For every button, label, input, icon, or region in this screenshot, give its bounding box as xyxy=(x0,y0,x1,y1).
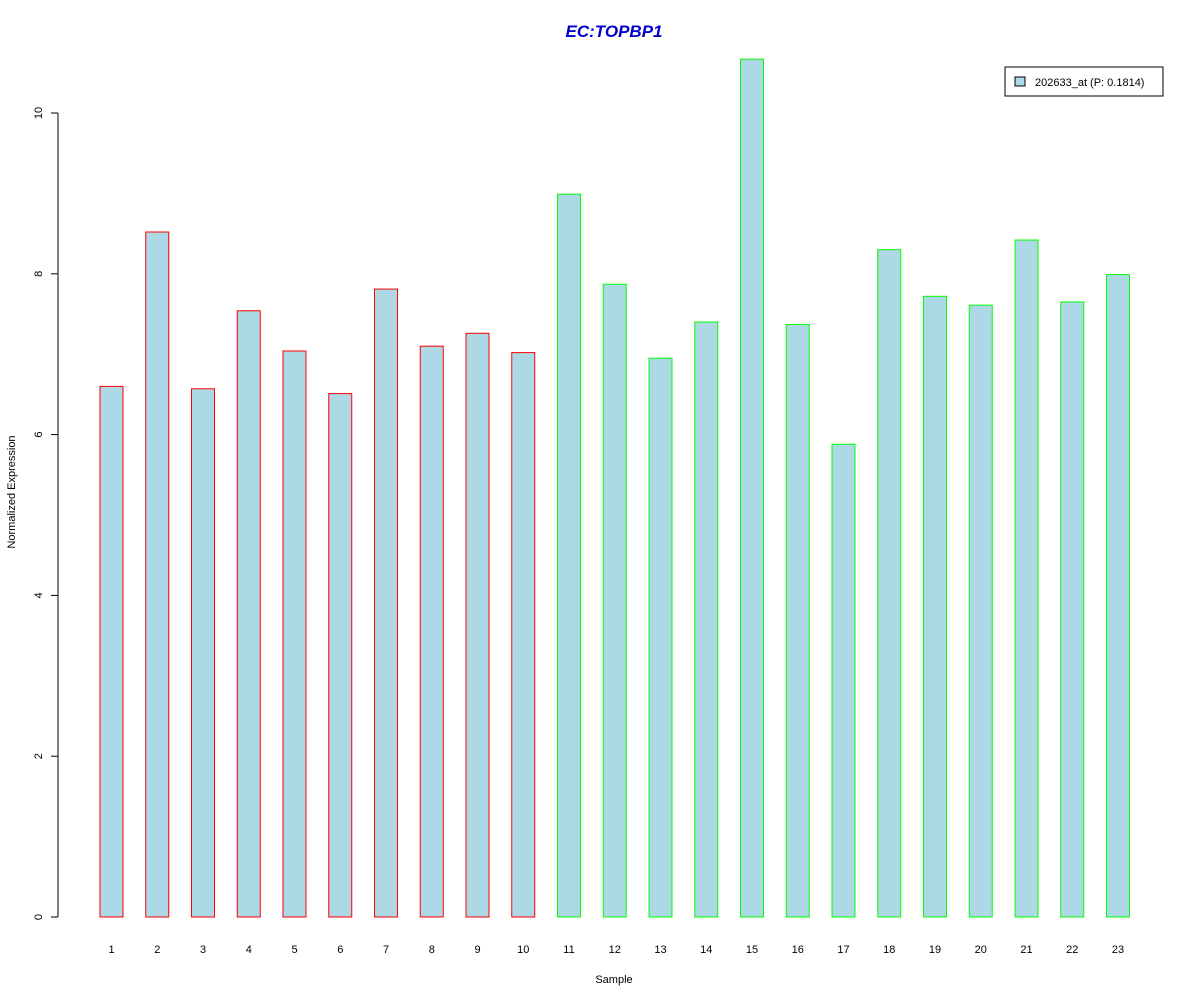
x-tick-label: 4 xyxy=(246,944,252,956)
y-axis: 0 2 4 6 8 10 xyxy=(33,107,59,920)
bar-sample-13 xyxy=(648,357,673,918)
y-tick-label: 4 xyxy=(33,592,45,598)
bar-sample-2 xyxy=(145,231,170,918)
y-tick-label: 8 xyxy=(33,271,45,277)
chart-title: EC:TOPBP1 xyxy=(566,22,663,41)
x-tick-label: 16 xyxy=(792,944,804,956)
bar-sample-6 xyxy=(328,393,353,918)
x-tick-label: 10 xyxy=(517,944,529,956)
bar-sample-21 xyxy=(1014,239,1039,918)
x-tick-label: 23 xyxy=(1112,944,1124,956)
x-tick-label: 11 xyxy=(563,944,574,956)
x-tick-label: 6 xyxy=(337,944,343,956)
bar-sample-16 xyxy=(785,323,810,918)
x-tick-label: 12 xyxy=(609,944,621,956)
y-axis-title: Normalized Expression xyxy=(6,435,18,548)
x-tick-label: 17 xyxy=(837,944,849,956)
bar-sample-15 xyxy=(740,58,764,918)
y-tick-label: 0 xyxy=(33,914,45,920)
bar-sample-18 xyxy=(877,249,902,918)
bars xyxy=(99,58,1130,918)
x-tick-label: 21 xyxy=(1020,944,1032,956)
bar-sample-22 xyxy=(1060,301,1085,918)
x-tick-label: 7 xyxy=(383,944,389,956)
legend-box xyxy=(1004,66,1164,97)
bar-sample-12 xyxy=(602,283,627,918)
y-tick-label: 10 xyxy=(33,107,45,119)
bar-sample-23 xyxy=(1106,274,1130,918)
bar-sample-5 xyxy=(282,350,307,918)
bar-sample-17 xyxy=(831,443,856,918)
x-tick-label: 9 xyxy=(474,944,480,956)
bar-sample-7 xyxy=(374,288,398,918)
x-tick-label: 18 xyxy=(883,944,895,956)
bar-sample-20 xyxy=(968,304,993,918)
x-axis-labels: 1 2 3 4 5 6 7 8 9 10 11 12 13 14 15 16 17 18 19 20 21 22 23 xyxy=(108,944,1124,956)
legend-label: 202633_at (P: 0.1814) xyxy=(1035,77,1144,89)
y-tick-label: 6 xyxy=(33,432,45,438)
x-tick-label: 20 xyxy=(975,944,987,956)
x-tick-label: 3 xyxy=(200,944,206,956)
x-tick-label: 13 xyxy=(654,944,666,956)
bar-sample-14 xyxy=(694,321,719,918)
bar-sample-9 xyxy=(465,332,490,918)
legend-swatch xyxy=(1014,76,1026,87)
legend: 202633_at (P: 0.1814) xyxy=(1004,66,1164,97)
x-tick-label: 8 xyxy=(429,944,435,956)
bar-sample-11 xyxy=(557,193,581,918)
bar-sample-8 xyxy=(419,345,444,918)
bar-sample-19 xyxy=(923,295,947,918)
x-tick-label: 5 xyxy=(291,944,297,956)
bar-sample-4 xyxy=(236,310,261,918)
x-axis-title: Sample xyxy=(595,974,632,986)
bar-sample-1 xyxy=(99,385,124,918)
x-tick-label: 15 xyxy=(746,944,758,956)
x-tick-label: 22 xyxy=(1066,944,1078,956)
bar-sample-3 xyxy=(191,388,215,918)
x-tick-label: 14 xyxy=(700,944,712,956)
x-tick-label: 19 xyxy=(929,944,941,956)
y-tick-label: 2 xyxy=(33,753,45,759)
bar-sample-10 xyxy=(511,352,536,918)
x-tick-label: 1 xyxy=(108,944,114,956)
x-tick-label: 2 xyxy=(154,944,160,956)
